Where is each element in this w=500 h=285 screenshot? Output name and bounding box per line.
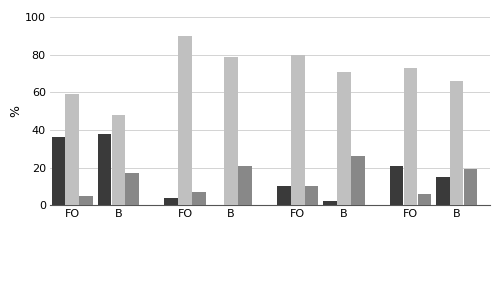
Bar	[436, 177, 450, 205]
Bar	[238, 166, 252, 205]
Bar	[351, 156, 364, 205]
Bar	[390, 166, 404, 205]
Bar	[178, 36, 192, 205]
Bar	[404, 68, 417, 205]
Bar	[98, 134, 111, 205]
Bar	[112, 115, 125, 205]
Bar	[418, 194, 431, 205]
Bar	[450, 81, 464, 205]
Legend: Mammals, Birds, Others: Mammals, Birds, Others	[168, 282, 372, 285]
Bar	[337, 72, 350, 205]
Bar	[305, 186, 318, 205]
Bar	[224, 57, 238, 205]
Y-axis label: %: %	[9, 105, 22, 117]
Bar	[291, 55, 304, 205]
Bar	[66, 94, 79, 205]
Bar	[464, 170, 477, 205]
Bar	[323, 201, 337, 205]
Bar	[164, 198, 178, 205]
Bar	[126, 173, 139, 205]
Bar	[192, 192, 205, 205]
Bar	[277, 186, 290, 205]
Bar	[80, 196, 93, 205]
Bar	[52, 137, 65, 205]
